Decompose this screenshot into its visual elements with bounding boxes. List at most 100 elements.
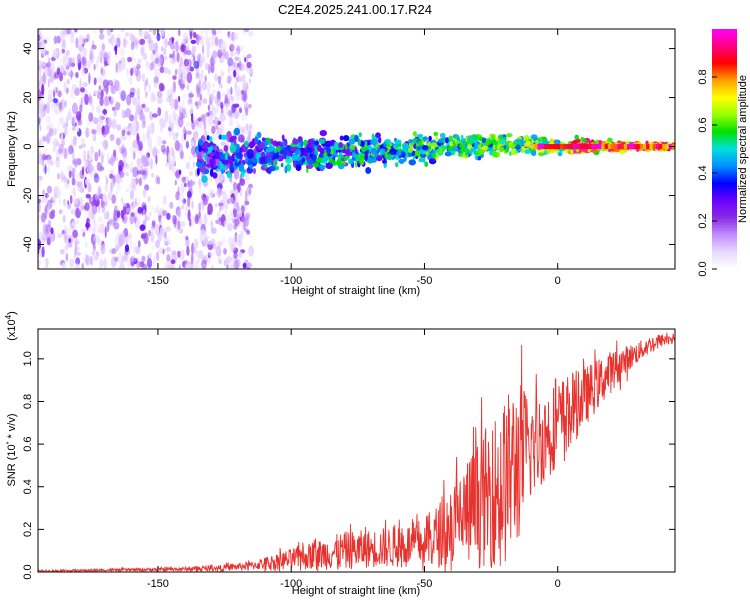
- noise-blob: [148, 229, 152, 237]
- noise-blob: [220, 141, 227, 146]
- noise-blob: [103, 193, 106, 203]
- signal-core: [659, 144, 665, 150]
- signal-blob: [523, 135, 530, 141]
- noise-blob: [83, 38, 89, 43]
- signal-blob: [524, 149, 532, 154]
- noise-blob: [106, 221, 110, 233]
- noise-blob: [38, 149, 43, 160]
- noise-blob: [178, 46, 181, 51]
- noise-blob: [75, 111, 82, 121]
- noise-blob: [38, 59, 42, 71]
- signal-blob: [448, 135, 453, 141]
- noise-blob: [45, 102, 51, 115]
- noise-blob: [91, 103, 94, 112]
- signal-blob: [196, 161, 202, 168]
- signal-blob: [408, 159, 416, 166]
- colorbar-tick-label: 0.4: [697, 165, 709, 180]
- signal-blob: [354, 146, 357, 154]
- noise-blob: [131, 67, 134, 75]
- noise-blob: [205, 112, 210, 117]
- noise-blob: [179, 220, 186, 227]
- noise-blob: [46, 125, 49, 130]
- noise-blob: [127, 233, 133, 239]
- signal-blob: [229, 164, 234, 171]
- noise-blob: [59, 58, 62, 64]
- noise-blob: [76, 125, 80, 133]
- noise-blob: [146, 258, 153, 269]
- noise-blob: [75, 251, 81, 256]
- noise-blob: [38, 71, 41, 81]
- noise-blob: [175, 68, 178, 76]
- noise-blob: [115, 62, 118, 73]
- signal-blob: [292, 155, 299, 161]
- noise-blob: [235, 234, 238, 246]
- signal-core: [531, 144, 538, 150]
- x-tick-label: -100: [280, 578, 302, 590]
- noise-blob: [197, 117, 202, 122]
- noise-blob: [46, 155, 53, 165]
- noise-blob: [193, 60, 200, 69]
- signal-blob: [344, 143, 348, 150]
- signal-core: [585, 144, 592, 150]
- noise-blob: [51, 101, 56, 112]
- noise-blob: [61, 49, 65, 54]
- noise-blob: [140, 46, 145, 57]
- noise-blob: [213, 107, 220, 114]
- noise-blob: [166, 97, 171, 103]
- noise-blob: [74, 236, 78, 246]
- noise-blob: [79, 104, 83, 113]
- noise-blob: [68, 169, 72, 179]
- noise-blob: [231, 243, 236, 251]
- noise-blob: [227, 237, 234, 246]
- signal-blob: [449, 141, 454, 147]
- signal-blob: [408, 139, 413, 144]
- noise-blob: [166, 240, 172, 245]
- noise-blob: [232, 182, 238, 191]
- noise-blob: [98, 113, 104, 124]
- signal-core: [649, 144, 656, 150]
- noise-blob: [56, 156, 60, 161]
- noise-blob: [65, 49, 70, 56]
- noise-blob: [62, 214, 66, 223]
- noise-blob: [39, 124, 42, 132]
- signal-blob: [303, 139, 308, 147]
- noise-blob: [113, 209, 119, 222]
- signal-core: [566, 144, 573, 150]
- noise-blob: [121, 254, 126, 262]
- noise-blob: [120, 90, 127, 102]
- signal-blob: [229, 136, 235, 143]
- noise-blob: [147, 136, 152, 147]
- noise-blob: [219, 199, 226, 211]
- x-tick-label: -150: [147, 578, 169, 590]
- noise-blob: [183, 126, 186, 134]
- noise-blob: [234, 50, 239, 55]
- noise-blob: [123, 202, 127, 208]
- noise-blob: [218, 259, 222, 265]
- noise-blob: [44, 104, 47, 110]
- noise-blob: [154, 207, 159, 215]
- signal-blob: [365, 167, 372, 174]
- signal-blob: [574, 134, 579, 140]
- noise-blob: [202, 196, 208, 206]
- noise-blob: [100, 116, 105, 120]
- noise-blob: [137, 206, 143, 214]
- signal-blob: [248, 142, 255, 148]
- noise-blob: [206, 47, 210, 59]
- noise-blob: [166, 254, 171, 263]
- noise-blob: [130, 41, 135, 51]
- noise-blob: [175, 40, 179, 53]
- signal-blob: [266, 155, 272, 164]
- signal-blob: [210, 141, 214, 146]
- noise-blob: [101, 43, 106, 51]
- signal-blob: [361, 158, 365, 166]
- noise-blob: [168, 101, 174, 107]
- noise-blob: [170, 44, 175, 50]
- noise-blob: [120, 232, 126, 245]
- noise-blob: [89, 172, 94, 178]
- noise-blob: [182, 67, 188, 78]
- noise-blob: [140, 109, 144, 122]
- noise-blob: [82, 47, 87, 58]
- noise-blob: [245, 214, 250, 222]
- noise-blob: [81, 69, 86, 76]
- noise-blob: [115, 189, 119, 196]
